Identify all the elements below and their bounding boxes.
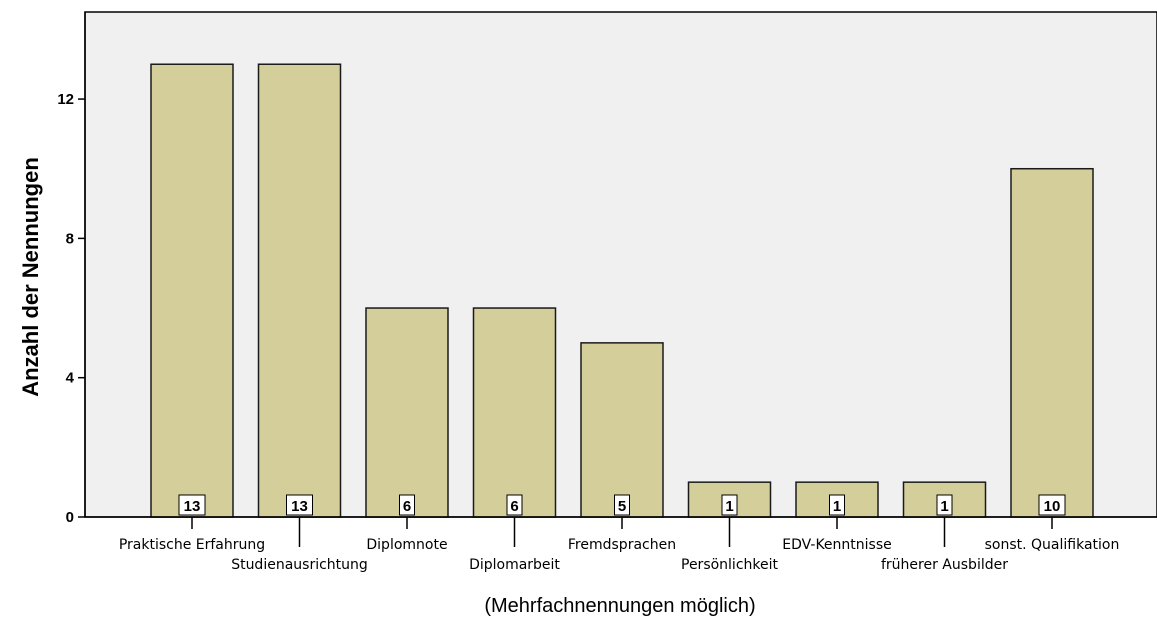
data-label: 13 xyxy=(184,498,201,515)
bar xyxy=(472,307,557,518)
x-tick-label: EDV-Kenntnisse xyxy=(782,537,891,553)
bar xyxy=(580,342,664,518)
x-tick-label: Fremdsprachen xyxy=(568,537,676,553)
x-axis: Praktische Erfahrung Studienausrichtung Di… xyxy=(85,516,1157,573)
data-label-box xyxy=(614,494,630,516)
x-tick-label: Persönlichkeit xyxy=(681,557,779,573)
y-axis-title: Anzahl der Nennungen xyxy=(18,157,43,397)
x-tick-label: Diplomnote xyxy=(366,537,447,553)
y-tick-label: 12 xyxy=(57,91,74,108)
bars-group xyxy=(150,63,1094,518)
data-label-box xyxy=(178,494,206,516)
x-tick-label: Praktische Erfahrung xyxy=(119,537,265,553)
y-axis: 0 4 8 12 xyxy=(57,12,86,526)
data-label: 1 xyxy=(833,498,841,515)
bar xyxy=(257,63,342,518)
data-label: 6 xyxy=(510,498,518,515)
data-label: 6 xyxy=(403,498,411,515)
data-label: 10 xyxy=(1044,498,1061,515)
data-label: 5 xyxy=(618,498,626,515)
data-label-box xyxy=(286,494,313,516)
data-label-box xyxy=(721,494,738,516)
data-label-box xyxy=(829,494,845,516)
bar xyxy=(150,63,234,518)
x-tick-label: sonst. Qualifikation xyxy=(985,537,1120,553)
x-tick-label: früherer Ausbilder xyxy=(881,557,1008,573)
data-label-box xyxy=(1038,494,1066,516)
x-tick-label: Diplomarbeit xyxy=(469,557,560,573)
x-tick-label: Studienausrichtung xyxy=(231,557,368,573)
data-label: 1 xyxy=(725,498,733,515)
x-axis-title: (Mehrfachnennungen möglich) xyxy=(484,595,755,617)
data-label-box xyxy=(936,494,953,516)
bar xyxy=(1010,167,1094,518)
data-label: 13 xyxy=(291,498,308,515)
data-label-box xyxy=(399,494,415,516)
bar xyxy=(365,307,449,518)
data-label-box xyxy=(506,494,523,516)
data-labels-group: 13 13 6 6 5 1 1 1 10 xyxy=(178,494,1066,516)
y-tick-label: 0 xyxy=(66,509,74,526)
data-label: 1 xyxy=(940,498,948,515)
y-tick-label: 8 xyxy=(66,230,74,247)
y-tick-label: 4 xyxy=(66,370,75,387)
